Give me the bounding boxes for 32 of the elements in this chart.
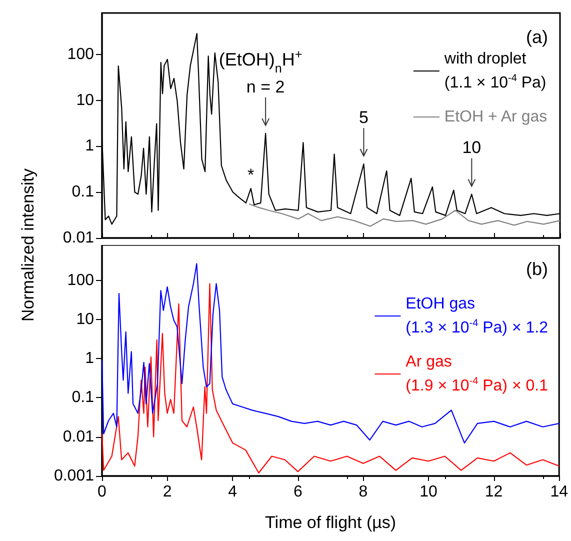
annotation: 10 xyxy=(462,138,482,158)
annotation: n = 2 xyxy=(246,77,285,96)
legend-label: EtOH + Ar gas xyxy=(444,108,548,126)
x-tick-label: 2 xyxy=(162,484,172,500)
line-series xyxy=(248,203,561,227)
line-series xyxy=(101,283,560,474)
annotation: (EtOH)$_{n}$H$^{+}$ xyxy=(218,47,302,76)
x-tick-label: 10 xyxy=(420,484,438,500)
x-tick-label: 14 xyxy=(550,484,568,500)
y-tick-label: 0.1 xyxy=(72,389,94,406)
x-tick-label: 8 xyxy=(358,484,368,500)
x-tick-label: 0 xyxy=(98,484,107,500)
y-tick-label: 0.01 xyxy=(62,230,94,246)
x-tick-label: 12 xyxy=(484,484,503,500)
annotation: (b) xyxy=(526,259,548,279)
x-tick-label: 6 xyxy=(293,484,302,500)
y-tick-label: 100 xyxy=(67,272,94,289)
y-tick-label: 1 xyxy=(85,350,94,368)
y-tick-label: 0.01 xyxy=(62,428,94,446)
line-series xyxy=(101,263,560,444)
y-axis-title: Normalized intensity xyxy=(18,168,38,322)
x-tick-label: 4 xyxy=(228,484,238,500)
y-tick-label: 0.1 xyxy=(72,184,94,201)
y-tick-label: 0.001 xyxy=(54,468,94,484)
y-tick-label: 1 xyxy=(85,138,94,155)
annotation: * xyxy=(248,165,255,184)
x-axis-title: Time of flight (µs) xyxy=(265,513,396,532)
y-tick-label: 10 xyxy=(76,310,94,328)
y-tick-label: 100 xyxy=(67,46,94,63)
annotation: (a) xyxy=(526,27,548,47)
y-tick-label: 10 xyxy=(76,92,94,109)
annotation: 5 xyxy=(358,108,368,127)
